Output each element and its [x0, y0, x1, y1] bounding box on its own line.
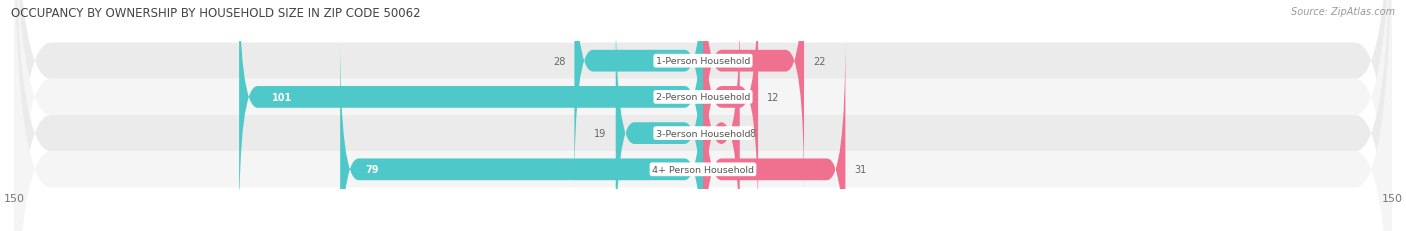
Text: 22: 22 [813, 56, 825, 66]
Text: 2-Person Household: 2-Person Household [655, 93, 751, 102]
Text: 28: 28 [553, 56, 565, 66]
FancyBboxPatch shape [14, 0, 1392, 231]
FancyBboxPatch shape [703, 0, 804, 195]
Text: 79: 79 [366, 165, 380, 175]
Text: 101: 101 [271, 92, 292, 103]
Text: 12: 12 [768, 92, 780, 103]
FancyBboxPatch shape [14, 0, 1392, 231]
FancyBboxPatch shape [575, 0, 703, 195]
FancyBboxPatch shape [14, 0, 1392, 231]
FancyBboxPatch shape [239, 0, 703, 231]
FancyBboxPatch shape [703, 0, 758, 231]
Text: 4+ Person Household: 4+ Person Household [652, 165, 754, 174]
FancyBboxPatch shape [703, 36, 845, 231]
Text: 1-Person Household: 1-Person Household [655, 57, 751, 66]
FancyBboxPatch shape [14, 0, 1392, 231]
Text: 19: 19 [595, 128, 606, 139]
Text: 8: 8 [749, 128, 755, 139]
Text: 31: 31 [855, 165, 868, 175]
FancyBboxPatch shape [340, 36, 703, 231]
FancyBboxPatch shape [703, 0, 740, 231]
FancyBboxPatch shape [616, 0, 703, 231]
Text: 3-Person Household: 3-Person Household [655, 129, 751, 138]
Text: OCCUPANCY BY OWNERSHIP BY HOUSEHOLD SIZE IN ZIP CODE 50062: OCCUPANCY BY OWNERSHIP BY HOUSEHOLD SIZE… [11, 7, 420, 20]
Text: Source: ZipAtlas.com: Source: ZipAtlas.com [1291, 7, 1395, 17]
